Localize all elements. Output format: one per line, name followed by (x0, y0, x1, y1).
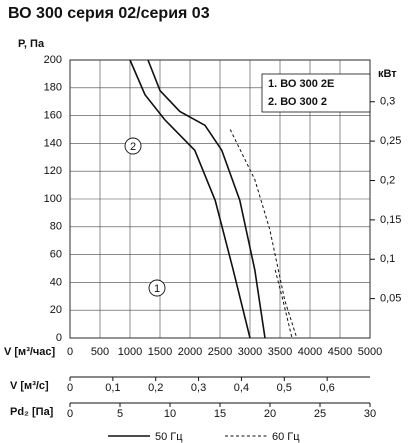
y-tick-label: 0 (56, 332, 62, 344)
secondary-tick-label: 0,1 (105, 382, 120, 394)
secondary-axis-label: V [м³/с] (10, 380, 49, 392)
model-legend (261, 73, 371, 113)
callout-circle (124, 137, 142, 155)
y-tick-label: 60 (50, 249, 62, 261)
secondary-tick-label: 30 (364, 408, 376, 420)
curve (274, 269, 293, 339)
y2-tick-label: 0,25 (380, 135, 401, 147)
y-tick-label: 180 (44, 82, 62, 94)
y2-tick-label: 0,1 (380, 253, 395, 265)
callout-label: 2 (130, 141, 136, 153)
secondary-tick-label: 25 (314, 408, 326, 420)
x-tick-label: 2000 (178, 346, 202, 358)
x-tick-label: 3000 (238, 346, 262, 358)
x-tick-label: 0 (67, 346, 73, 358)
y2-tick-label: 0,3 (380, 96, 395, 108)
curve (229, 129, 298, 339)
y2-tick-label: 0,05 (380, 293, 401, 305)
secondary-tick-label: 0,4 (234, 382, 249, 394)
secondary-tick-label: 0 (67, 382, 73, 394)
secondary-tick-label: 0,2 (148, 382, 163, 394)
y-tick-label: 100 (44, 193, 62, 205)
x-tick-label: 500 (91, 346, 109, 358)
y-tick-label: 120 (44, 165, 62, 177)
y-tick-label: 200 (44, 54, 62, 66)
secondary-tick-label: 10 (164, 408, 176, 420)
y-tick-label: 40 (50, 276, 62, 288)
legend-label: 50 Гц (155, 431, 183, 443)
secondary-tick-label: 0,3 (191, 382, 206, 394)
y-tick-label: 20 (50, 304, 62, 316)
curve (147, 59, 266, 339)
secondary-tick-label: 5 (117, 408, 123, 420)
y-axis-label: P, Па (18, 38, 45, 50)
x-tick-label: 3500 (268, 346, 292, 358)
secondary-tick-label: 20 (264, 408, 276, 420)
y-tick-label: 80 (50, 221, 62, 233)
y-tick-label: 160 (44, 110, 62, 122)
y2-axis-label: кВт (378, 68, 397, 80)
secondary-tick-label: 0,5 (277, 382, 292, 394)
model-legend-entry: 1. ВО 300 2Е (268, 78, 334, 90)
x-axis-label: V [м³/час] (4, 346, 56, 358)
x-tick-label: 2500 (208, 346, 232, 358)
y2-tick-label: 0,15 (380, 214, 401, 226)
curve (129, 59, 251, 339)
secondary-tick-label: 15 (214, 408, 226, 420)
secondary-tick-label: 0 (67, 408, 73, 420)
secondary-tick-label: 0,6 (319, 382, 334, 394)
x-tick-label: 1000 (118, 346, 142, 358)
y2-tick-label: 0,2 (380, 174, 395, 186)
legend-label: 60 Гц (272, 431, 300, 443)
chart-title: ВО 300 серия 02/серия 03 (8, 5, 210, 22)
secondary-axis-label: Pd₂ [Па] (10, 406, 54, 418)
model-legend-entry: 2. ВО 300 2 (268, 96, 327, 108)
x-tick-label: 4500 (328, 346, 352, 358)
x-tick-label: 1500 (148, 346, 172, 358)
x-tick-label: 4000 (298, 346, 322, 358)
y-tick-label: 140 (44, 137, 62, 149)
x-tick-label: 5000 (358, 346, 382, 358)
callout-circle (148, 279, 166, 297)
callout-label: 1 (154, 283, 160, 295)
